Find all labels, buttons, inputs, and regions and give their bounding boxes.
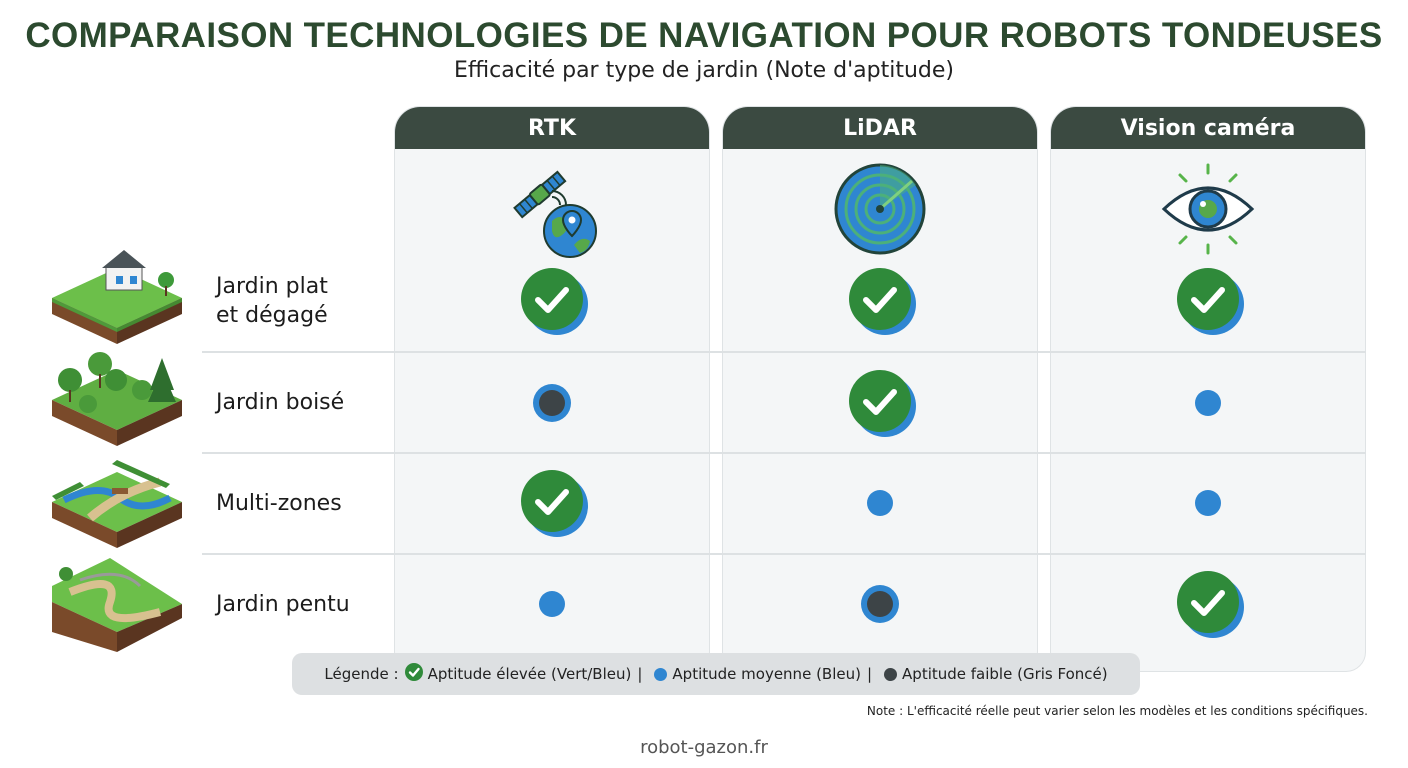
radar-icon [723,159,1037,259]
row-label-sloped-garden: Jardin pentu [216,592,350,617]
column-header-rtk: RTK [395,107,709,149]
rating-high-check-icon [520,267,588,335]
rating-high-check-icon [848,369,916,437]
legend-low-dot-icon [884,667,898,681]
column-header-lidar: LiDAR [723,107,1037,149]
legend-low-label: Aptitude faible (Gris Foncé) [902,665,1108,683]
rating-medium-dot [867,490,893,516]
footnote: Note : L'efficacité réelle peut varier s… [866,704,1368,718]
column-header-vision-camera: Vision caméra [1051,107,1365,149]
sloped-garden-icon [50,552,184,656]
legend-separator: | [637,665,643,683]
page-title: COMPARAISON TECHNOLOGIES DE NAVIGATION P… [25,16,1383,55]
wooded-garden-icon [50,350,184,454]
rating-medium-dot [1195,490,1221,516]
multi-zone-garden-icon [50,452,184,556]
legend-high-label: Aptitude élevée (Vert/Bleu) [427,665,632,683]
row-label-multi-zones: Multi-zones [216,491,342,516]
row-label-flat-garden: Jardin plat et dégagé [216,274,328,328]
legend-prefix: Légende : [324,665,399,683]
flat-garden-house-icon [50,248,184,352]
row-label-wooded-garden: Jardin boisé [216,390,345,415]
page-subtitle: Efficacité par type de jardin (Note d'ap… [454,58,954,83]
eye-icon [1051,159,1365,259]
rating-high-check-icon [1176,570,1244,638]
legend: Légende : Aptitude élevée (Vert/Bleu) | … [292,653,1140,695]
rating-low-dot [533,384,571,422]
column-lidar: LiDAR [722,106,1038,672]
row-divider [202,452,1366,454]
row-divider [202,553,1366,555]
legend-high-check-icon [404,663,423,685]
column-rtk: RTK [394,106,710,672]
rating-high-check-icon [1176,267,1244,335]
rating-medium-dot [1195,390,1221,416]
rating-high-check-icon [520,469,588,537]
column-vision-camera: Vision caméra [1050,106,1366,672]
footer-site: robot-gazon.fr [640,737,768,758]
legend-medium-dot-icon [654,667,668,681]
rating-high-check-icon [848,267,916,335]
rating-medium-dot [539,591,565,617]
satellite-globe-icon [395,159,709,259]
legend-medium-label: Aptitude moyenne (Bleu) [672,665,861,683]
legend-separator: | [866,665,873,683]
row-divider [202,351,1366,353]
rating-low-dot [861,585,899,623]
